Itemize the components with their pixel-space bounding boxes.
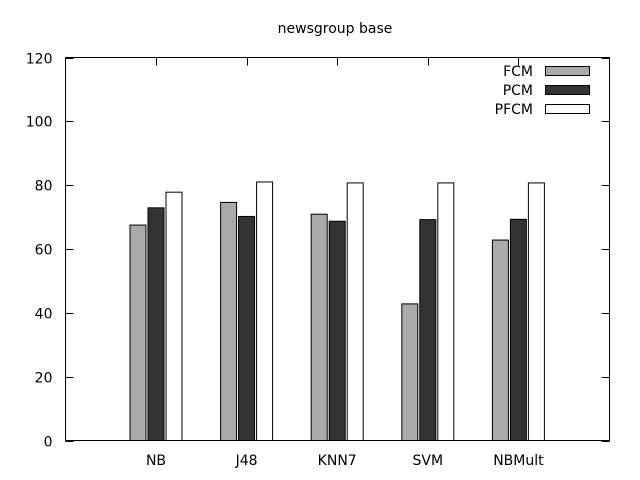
x-tick-label: NBMult [493, 453, 544, 469]
y-tick-label: 0 [44, 435, 53, 451]
bar-series-group [129, 181, 545, 441]
legend-swatch-pcm [545, 85, 590, 95]
bar-pcm-j48 [238, 215, 256, 441]
x-tick-label: SVM [413, 453, 444, 469]
bar-pfcm-nb [165, 191, 183, 441]
bar-pcm-nb [147, 207, 165, 441]
y-axis: 0 20 40 60 80 100 120 [26, 52, 610, 451]
legend-swatch-pfcm [545, 104, 590, 114]
x-tick-label: KNN7 [318, 453, 357, 469]
bar-pcm-svm [419, 219, 437, 441]
y-tick-label: 80 [35, 179, 53, 195]
bar-pcm-knn7 [328, 220, 346, 441]
legend: FCM PCM PFCM [495, 64, 590, 118]
legend-swatch-fcm [545, 66, 590, 76]
y-tick-label: 120 [26, 52, 53, 68]
legend-label-pfcm: PFCM [495, 102, 533, 118]
x-tick-label: J48 [235, 453, 258, 469]
x-tick-label: NB [146, 453, 166, 469]
bar-fcm-j48 [220, 201, 238, 441]
bar-pfcm-j48 [256, 181, 274, 441]
legend-label-pcm: PCM [503, 83, 533, 99]
y-tick-label: 60 [35, 243, 53, 259]
legend-label-fcm: FCM [503, 64, 533, 80]
y-tick-label: 40 [35, 307, 53, 323]
bar-fcm-knn7 [310, 213, 328, 441]
bar-pfcm-knn7 [346, 182, 364, 441]
chart-title: newsgroup base [278, 21, 393, 37]
bar-pfcm-nbmult [527, 182, 545, 441]
bar-fcm-nbmult [491, 239, 509, 441]
y-tick-label: 20 [35, 371, 53, 387]
x-axis: NB J48 KNN7 SVM NBMult [146, 57, 544, 469]
bar-pcm-nbmult [509, 218, 527, 441]
y-tick-label: 100 [26, 115, 53, 131]
bar-fcm-nb [129, 224, 147, 441]
bar-pfcm-svm [437, 182, 455, 441]
bar-fcm-svm [401, 303, 419, 441]
